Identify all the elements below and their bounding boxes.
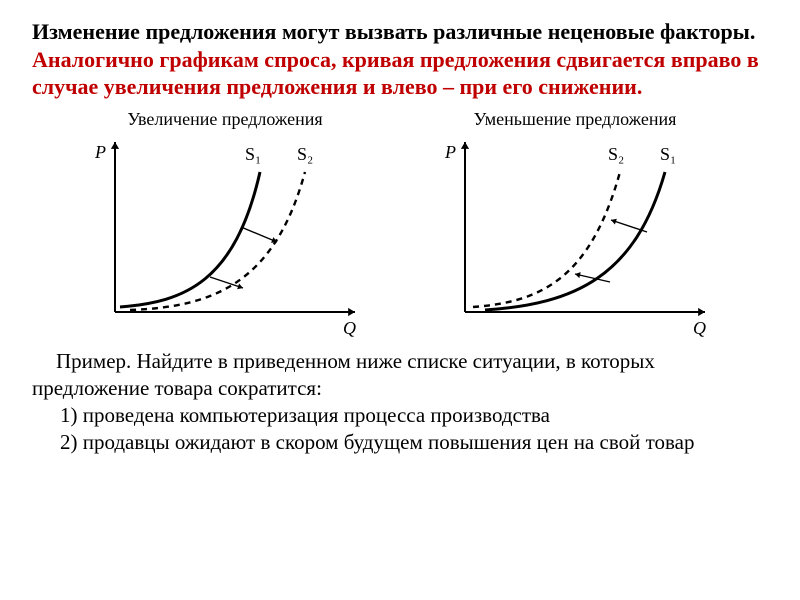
example-lead: Пример. Найдите в приведенном ниже списк… xyxy=(32,348,768,403)
intro-black-text: Изменение предложения могут вызвать разл… xyxy=(32,19,755,44)
intro-paragraph: Изменение предложения могут вызвать разл… xyxy=(32,18,768,101)
charts-row: Увеличение предложения P Q S₁ S₂ Уменьшение… xyxy=(32,109,768,342)
chart-increase: Увеличение предложения P Q S₁ S₂ xyxy=(65,109,385,342)
svg-text:Q: Q xyxy=(693,318,706,338)
intro-red-text: Аналогично графикам спроса, кривая предл… xyxy=(32,47,759,100)
svg-text:P: P xyxy=(94,142,106,162)
chart-decrease-title: Уменьшение предложения xyxy=(415,109,735,130)
svg-text:P: P xyxy=(444,142,456,162)
chart-decrease-svg: P Q S₁ S₂ xyxy=(425,132,725,342)
chart-decrease: Уменьшение предложения P Q S₁ S₂ xyxy=(415,109,735,342)
example-option-1: 1) проведена компьютеризация процесса пр… xyxy=(60,402,768,429)
svg-text:S₂: S₂ xyxy=(297,144,313,164)
svg-text:S₂: S₂ xyxy=(608,144,624,164)
svg-text:S₁: S₁ xyxy=(245,144,261,164)
chart-increase-title: Увеличение предложения xyxy=(65,109,385,130)
svg-text:S₁: S₁ xyxy=(660,144,676,164)
example-block: Пример. Найдите в приведенном ниже списк… xyxy=(32,348,768,457)
svg-text:Q: Q xyxy=(343,318,356,338)
example-option-2: 2) продавцы ожидают в скором будущем пов… xyxy=(60,429,768,456)
chart-increase-svg: P Q S₁ S₂ xyxy=(75,132,375,342)
slide: Изменение предложения могут вызвать разл… xyxy=(0,0,800,600)
